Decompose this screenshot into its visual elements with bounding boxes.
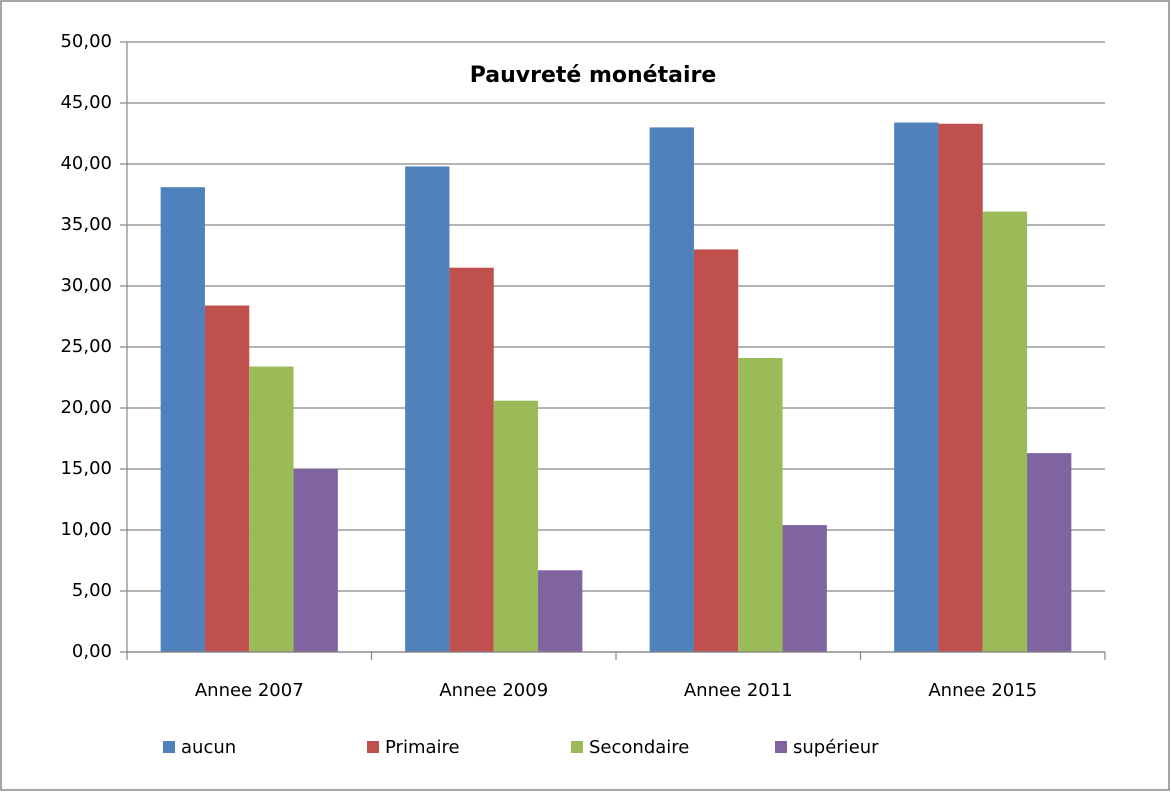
y-tick-label: 0,00 [72,641,112,662]
legend-label: Secondaire [589,737,689,758]
legend-swatch [163,741,175,753]
bar [693,249,739,652]
bar [405,166,450,652]
y-tick-label: 10,00 [60,519,112,540]
bar [160,187,205,652]
legend-label: Primaire [385,737,460,758]
bar [538,570,583,652]
bar [1027,453,1072,652]
y-tick-label: 30,00 [60,275,112,296]
y-tick-label: 20,00 [60,397,112,418]
legend-label: aucun [181,737,236,758]
x-tick-label: Annee 2009 [439,680,548,701]
legend-swatch [571,741,583,753]
bar [982,211,1028,652]
bar [738,357,783,652]
legend-swatch [775,741,787,753]
bar [938,123,983,653]
bar [649,127,694,652]
y-tick-label: 40,00 [60,153,112,174]
y-tick-label: 50,00 [60,31,112,52]
x-tick-label: Annee 2015 [928,680,1037,701]
bar [204,305,250,652]
legend-label: supérieur [793,737,879,758]
y-tick-label: 35,00 [60,214,112,235]
legend-swatch [367,741,379,753]
bar [249,366,294,652]
x-tick-label: Annee 2011 [684,680,793,701]
y-tick-label: 15,00 [60,458,112,479]
y-tick-label: 5,00 [72,580,112,601]
x-tick-label: Annee 2007 [195,680,304,701]
bar [493,400,539,652]
bar [894,122,939,652]
bar [449,267,494,652]
chart-title: Pauvreté monétaire [470,63,717,88]
y-tick-label: 25,00 [60,336,112,357]
bar [782,525,827,652]
bar [293,469,338,652]
y-tick-label: 45,00 [60,92,112,113]
